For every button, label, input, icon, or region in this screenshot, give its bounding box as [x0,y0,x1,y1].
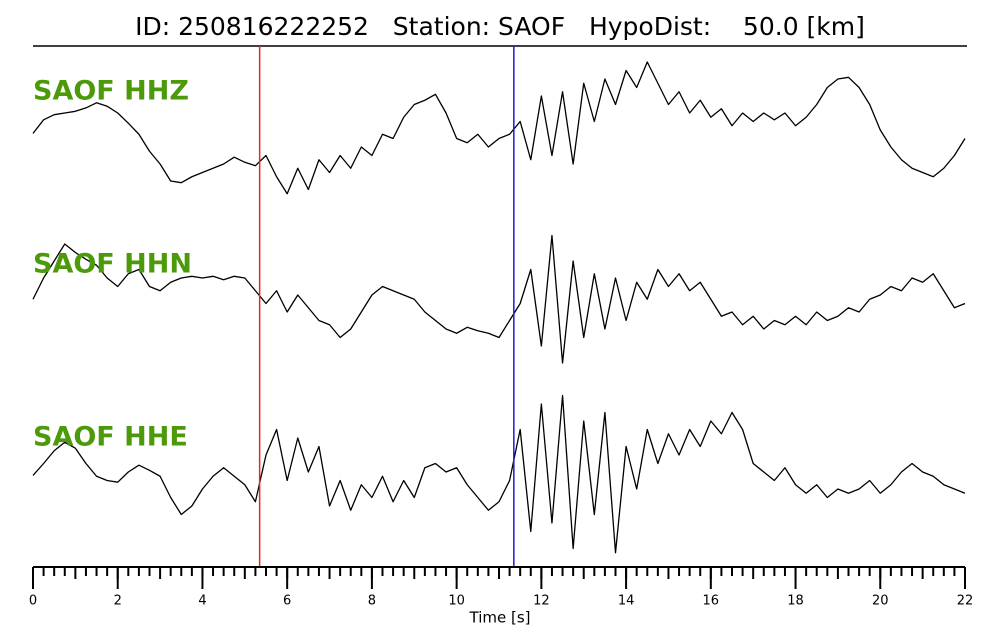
x-tick-label: 16 [703,594,720,609]
x-tick-label: 4 [198,594,206,609]
chart-title: ID: 250816222252 Station: SAOF HypoDist:… [135,12,865,41]
x-tick-label: 12 [533,594,550,609]
waveform [32,61,966,195]
waveform [32,394,966,554]
x-tick-label: 10 [448,594,465,609]
x-tick-label: 2 [114,594,122,609]
trace-label: SAOF HHE [33,422,188,453]
trace-label: SAOF HHZ [33,76,189,107]
x-axis-label: Time [s] [469,609,531,627]
x-tick-label: 22 [957,594,974,609]
waveform [32,234,966,364]
trace-label: SAOF HHN [33,249,192,280]
x-tick-label: 14 [618,594,635,609]
x-tick-label: 6 [283,594,291,609]
x-tick-label: 18 [787,594,804,609]
x-tick-label: 8 [368,594,376,609]
x-tick-label: 20 [872,594,889,609]
x-tick-label: 0 [29,594,37,609]
